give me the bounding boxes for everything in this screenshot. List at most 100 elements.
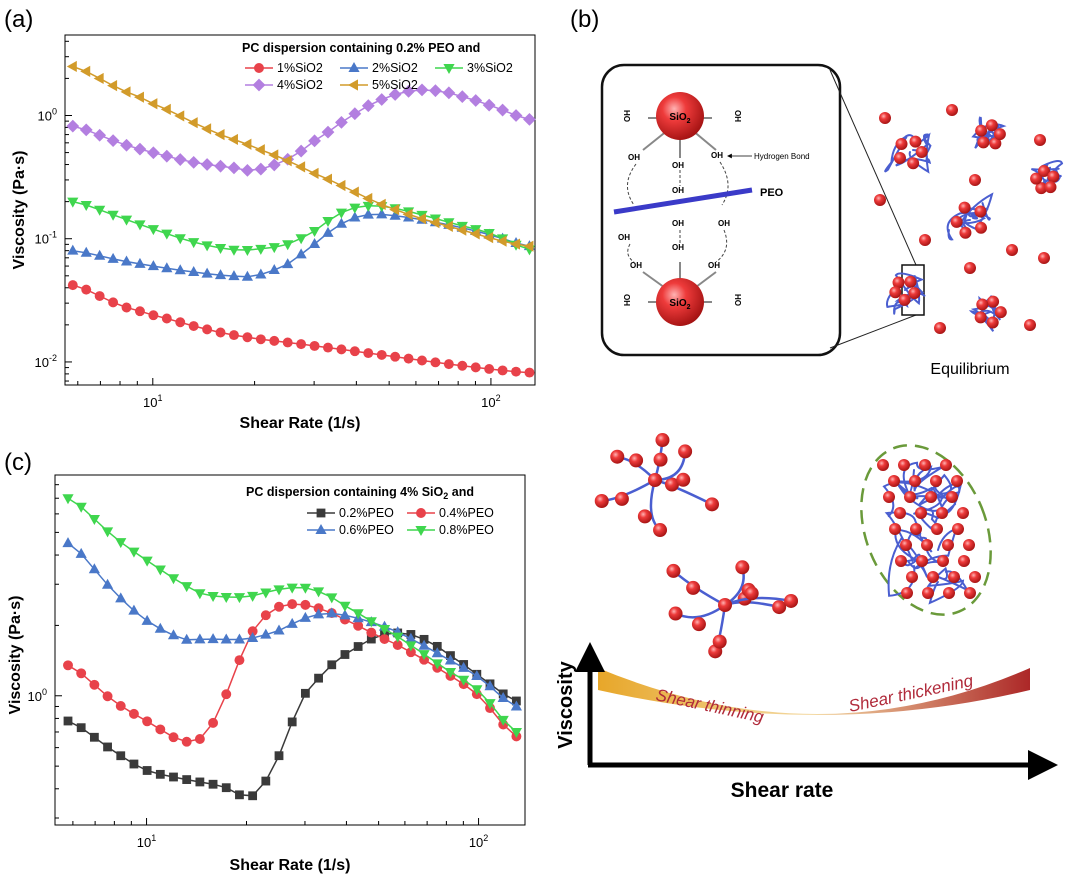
data-point [148, 310, 159, 321]
ho-bottom-left: HO [623, 294, 632, 306]
particle-icon [883, 491, 895, 503]
data-point [282, 258, 294, 269]
inset-box [600, 63, 842, 357]
data-point [103, 742, 112, 752]
series-5%SiO2 [66, 60, 534, 252]
particle-icon [936, 507, 948, 519]
legend-item: 0.2%PEO [307, 506, 394, 520]
data-point [128, 708, 139, 719]
particle-icon [986, 316, 999, 329]
polymer-chain [649, 479, 661, 531]
particle-icon [909, 135, 922, 148]
data-point [63, 660, 73, 671]
polymer-chain [895, 133, 932, 167]
data-point [181, 582, 193, 593]
series-line [72, 89, 530, 172]
data-point [202, 324, 213, 335]
data-point [299, 583, 311, 594]
particle-icon [1030, 172, 1043, 185]
data-point [94, 249, 106, 260]
data-point [88, 515, 100, 526]
sio2-ball-icon [656, 92, 704, 140]
viscosity-band [598, 668, 1030, 715]
particle-icon [1006, 244, 1018, 256]
data-point [418, 639, 430, 650]
legend-label: 0.8%PEO [439, 523, 494, 537]
particle-icon [900, 539, 912, 551]
data-point [308, 167, 319, 180]
data-point [214, 243, 227, 254]
polymer-chain [894, 461, 944, 498]
chart-a-xlabel: Shear Rate (1/s) [240, 415, 361, 432]
data-point [497, 692, 509, 703]
particle-icon [985, 119, 998, 132]
legend-marker [254, 63, 264, 73]
particle-icon [927, 571, 939, 583]
mechanism-schematic: SiO2 SiO2 OH HO HO OH OH OH OH OH OH OH … [555, 63, 1064, 802]
data-point [174, 234, 186, 245]
peo-chain [613, 187, 753, 215]
data-point [195, 777, 205, 787]
data-point [241, 163, 254, 177]
data-point [81, 284, 92, 295]
particle-icon [930, 475, 942, 487]
data-point [295, 248, 307, 259]
data-point [146, 146, 160, 160]
data-point [260, 588, 272, 599]
data-point [141, 556, 153, 567]
oh-label: OH [628, 153, 640, 162]
data-point [471, 669, 483, 680]
viscosity-axis-label: Viscosity [555, 660, 577, 748]
data-point [469, 228, 480, 240]
data-point [482, 98, 496, 112]
oh-label: OH [672, 186, 684, 195]
oh-label: OH [711, 151, 723, 160]
data-point [314, 673, 323, 683]
data-point [352, 609, 364, 620]
particle-icon [637, 509, 652, 524]
particle-icon [922, 587, 934, 599]
sio2-particle-top: SiO2 [642, 92, 717, 158]
data-point [129, 759, 139, 769]
data-point [365, 617, 377, 628]
hydrogen-bond-label: Hydrogen Bond [754, 152, 810, 161]
data-point [241, 138, 252, 150]
data-point [323, 342, 333, 353]
data-point [362, 208, 374, 219]
data-point [161, 262, 173, 273]
oh-label: OH [672, 219, 684, 228]
data-point [268, 243, 280, 254]
particle-icon [653, 452, 668, 467]
data-point [442, 220, 453, 232]
oh-label: OH [672, 161, 684, 170]
data-point [375, 93, 389, 106]
data-point [242, 332, 253, 343]
particle-icon [718, 598, 732, 612]
particle-icon [964, 262, 976, 274]
data-point [128, 547, 140, 558]
data-point [273, 624, 285, 635]
panel-label-c: (c) [4, 449, 32, 476]
particle-icon [993, 128, 1006, 141]
data-point [444, 668, 457, 679]
particle-icon [957, 507, 969, 519]
data-point [456, 224, 467, 236]
data-point [431, 659, 443, 670]
series-line [72, 284, 530, 374]
data-point [458, 675, 470, 686]
data-point [120, 255, 133, 266]
data-point [274, 601, 284, 612]
data-point [174, 110, 185, 122]
data-point [390, 351, 401, 362]
sio2-label-top: SiO2 [669, 112, 690, 125]
data-point [308, 237, 321, 248]
shear-thinning-label: Shear thinning [654, 685, 766, 726]
data-point [67, 280, 78, 291]
x-tick-label: 102 [469, 833, 488, 850]
zoom-rect [901, 264, 925, 316]
data-point [496, 103, 509, 117]
particle-icon [874, 194, 886, 206]
data-point [89, 732, 99, 742]
data-point [255, 268, 267, 279]
